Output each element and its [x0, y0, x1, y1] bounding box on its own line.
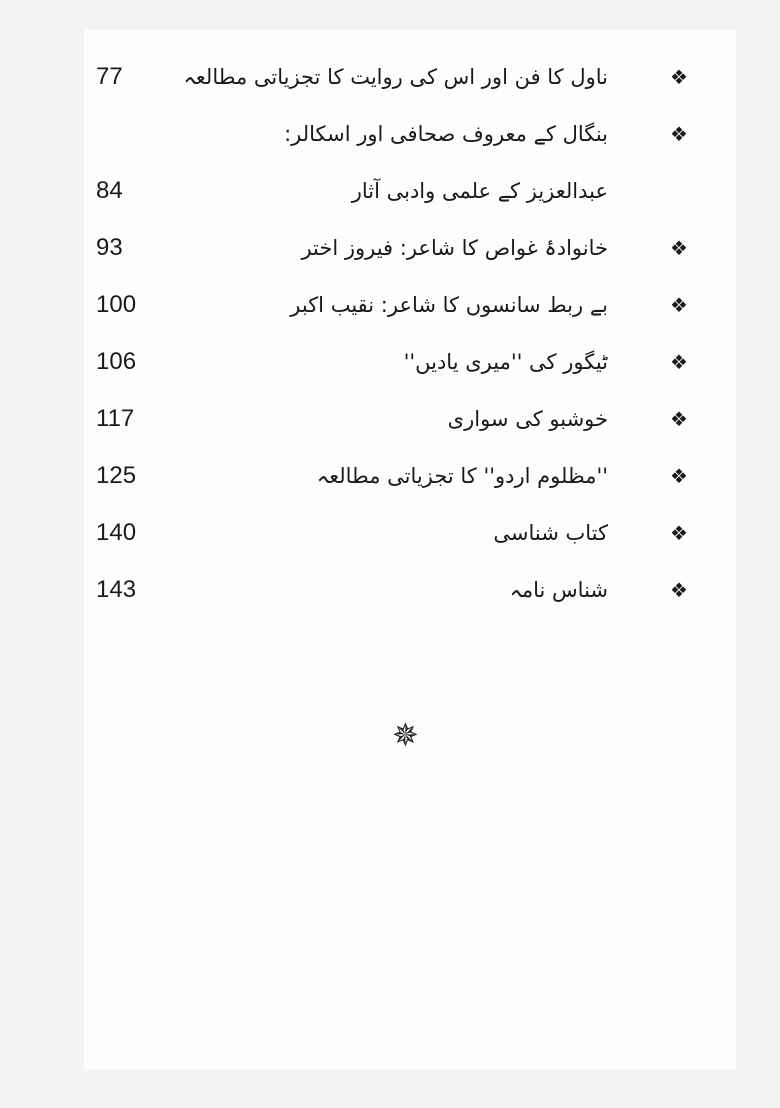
toc-entry-title: ٹیگور کی ''میری یادیں'': [403, 350, 608, 374]
four-diamond-bullet-icon: ❖: [670, 578, 688, 602]
star-ornament-icon: ✵: [392, 716, 419, 754]
toc-entry-page-number: 125: [96, 462, 137, 489]
toc-entry-page-number: 77: [96, 63, 123, 90]
four-diamond-bullet-icon: ❖: [670, 293, 688, 317]
toc-entry[interactable]: 93 خانوادۂ غواص کا شاعر: فیروز اختر ❖: [0, 228, 780, 285]
document-page: [84, 30, 736, 1070]
toc-entry-page-number: 117: [96, 405, 135, 432]
four-diamond-bullet-icon: ❖: [670, 521, 688, 545]
four-diamond-bullet-icon: ❖: [670, 407, 688, 431]
toc-entry-title: کتاب شناسی: [493, 521, 608, 545]
four-diamond-bullet-icon: ❖: [670, 350, 688, 374]
toc-entry-title: بنگال کے معروف صحافی اور اسکالر:: [284, 122, 608, 146]
toc-entry[interactable]: 117 خوشبو کی سواری ❖: [0, 399, 780, 456]
toc-entry-title: ناول کا فن اور اس کی روایت کا تجزیاتی مط…: [183, 65, 609, 89]
toc-entry[interactable]: 125 ''مظلوم اردو'' کا تجزیاتی مطالعہ ❖: [0, 456, 780, 513]
table-of-contents: 77 ناول کا فن اور اس کی روایت کا تجزیاتی …: [0, 57, 780, 627]
toc-entry-title: عبدالعزیز کے علمی وادبی آثار: [351, 179, 608, 203]
toc-entry-page-number: 140: [96, 519, 137, 546]
four-diamond-bullet-icon: ❖: [670, 65, 688, 89]
toc-entry-page-number: 93: [96, 234, 123, 261]
toc-entry[interactable]: 106 ٹیگور کی ''میری یادیں'' ❖: [0, 342, 780, 399]
toc-entry[interactable]: 140 کتاب شناسی ❖: [0, 513, 780, 570]
four-diamond-bullet-icon: ❖: [670, 236, 688, 260]
four-diamond-bullet-icon: ❖: [670, 122, 688, 146]
toc-entry-title: شناس نامہ: [509, 578, 608, 602]
toc-entry-page-number: 106: [96, 348, 137, 375]
toc-entry[interactable]: 84 عبدالعزیز کے علمی وادبی آثار: [0, 171, 780, 228]
toc-entry[interactable]: 143 شناس نامہ ❖: [0, 570, 780, 627]
toc-entry-page-number: 143: [96, 576, 137, 603]
toc-entry[interactable]: 77 ناول کا فن اور اس کی روایت کا تجزیاتی …: [0, 57, 780, 114]
toc-entry-title: خانوادۂ غواص کا شاعر: فیروز اختر: [301, 236, 608, 260]
four-diamond-bullet-icon: ❖: [670, 464, 688, 488]
toc-entry-title: ''مظلوم اردو'' کا تجزیاتی مطالعہ: [316, 464, 608, 488]
toc-entry[interactable]: 100 بے ربط سانسوں کا شاعر: نقیب اکبر ❖: [0, 285, 780, 342]
toc-entry-title: خوشبو کی سواری: [447, 407, 608, 431]
toc-entry[interactable]: بنگال کے معروف صحافی اور اسکالر: ❖: [0, 114, 780, 171]
toc-entry-page-number: 100: [96, 291, 137, 318]
toc-entry-title: بے ربط سانسوں کا شاعر: نقیب اکبر: [290, 293, 608, 317]
toc-entry-page-number: 84: [96, 177, 123, 204]
